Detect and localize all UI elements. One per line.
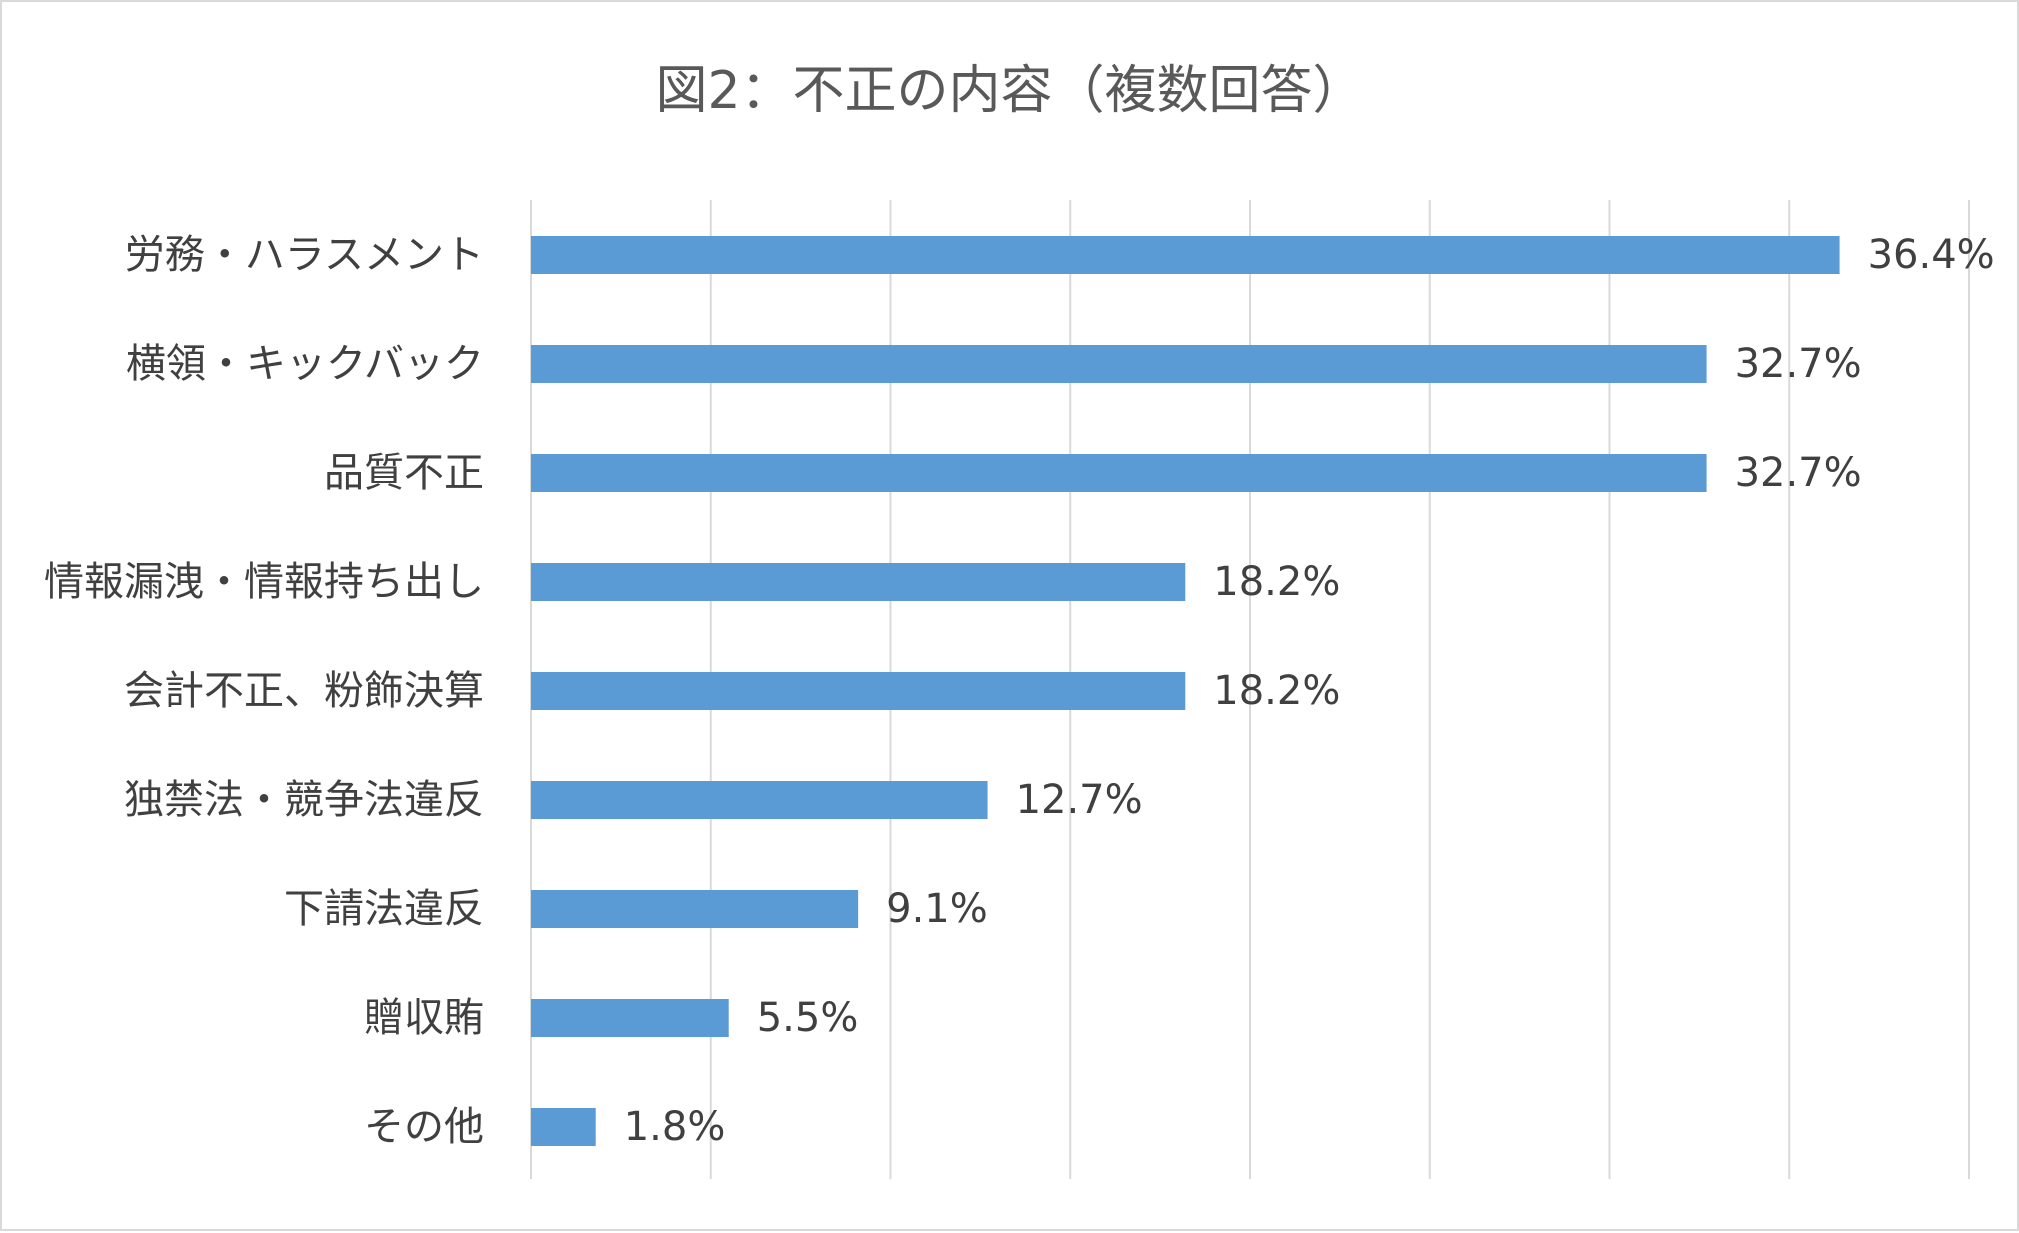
value-label-3: 18.2% <box>1213 559 1340 605</box>
category-label-6: 下請法違反 <box>284 886 484 932</box>
category-label-8: その他 <box>364 1104 484 1150</box>
bar-8 <box>531 1108 596 1146</box>
category-label-1: 横領・キックバック <box>126 341 484 387</box>
value-label-0: 36.4% <box>1868 232 1995 278</box>
bar-6 <box>531 890 859 928</box>
value-labels: 36.4% 32.7% 32.7% 18.2% 18.2% 12.7% 9.1% 5.5% 1.… <box>624 232 1995 1150</box>
category-labels: 労務・ハラスメント横領・キックバック品質不正情報漏洩・情報持ち出し会計不正、粉飾… <box>44 232 484 1150</box>
bar-4 <box>531 672 1186 710</box>
value-label-2: 32.7% <box>1735 450 1862 496</box>
bar-2 <box>531 454 1707 492</box>
bars <box>531 236 1840 1146</box>
value-label-5: 12.7% <box>1016 777 1143 823</box>
bar-1 <box>531 345 1707 383</box>
bar-7 <box>531 999 729 1037</box>
value-label-4: 18.2% <box>1213 668 1340 714</box>
category-label-2: 品質不正 <box>324 450 484 496</box>
value-label-8: 1.8% <box>624 1104 726 1150</box>
bar-0 <box>531 236 1840 274</box>
category-label-5: 独禁法・競争法違反 <box>124 777 484 823</box>
bar-5 <box>531 781 988 819</box>
category-label-4: 会計不正、粉飾決算 <box>124 668 484 714</box>
value-label-1: 32.7% <box>1735 341 1862 387</box>
category-label-0: 労務・ハラスメント <box>125 232 484 278</box>
bar-3 <box>531 563 1186 601</box>
value-label-6: 9.1% <box>886 886 988 932</box>
value-label-7: 5.5% <box>757 995 859 1041</box>
category-label-3: 情報漏洩・情報持ち出し <box>44 559 484 605</box>
chart-title: 図2：不正の内容（複数回答） <box>655 61 1364 121</box>
category-label-7: 贈収賄 <box>364 995 484 1041</box>
